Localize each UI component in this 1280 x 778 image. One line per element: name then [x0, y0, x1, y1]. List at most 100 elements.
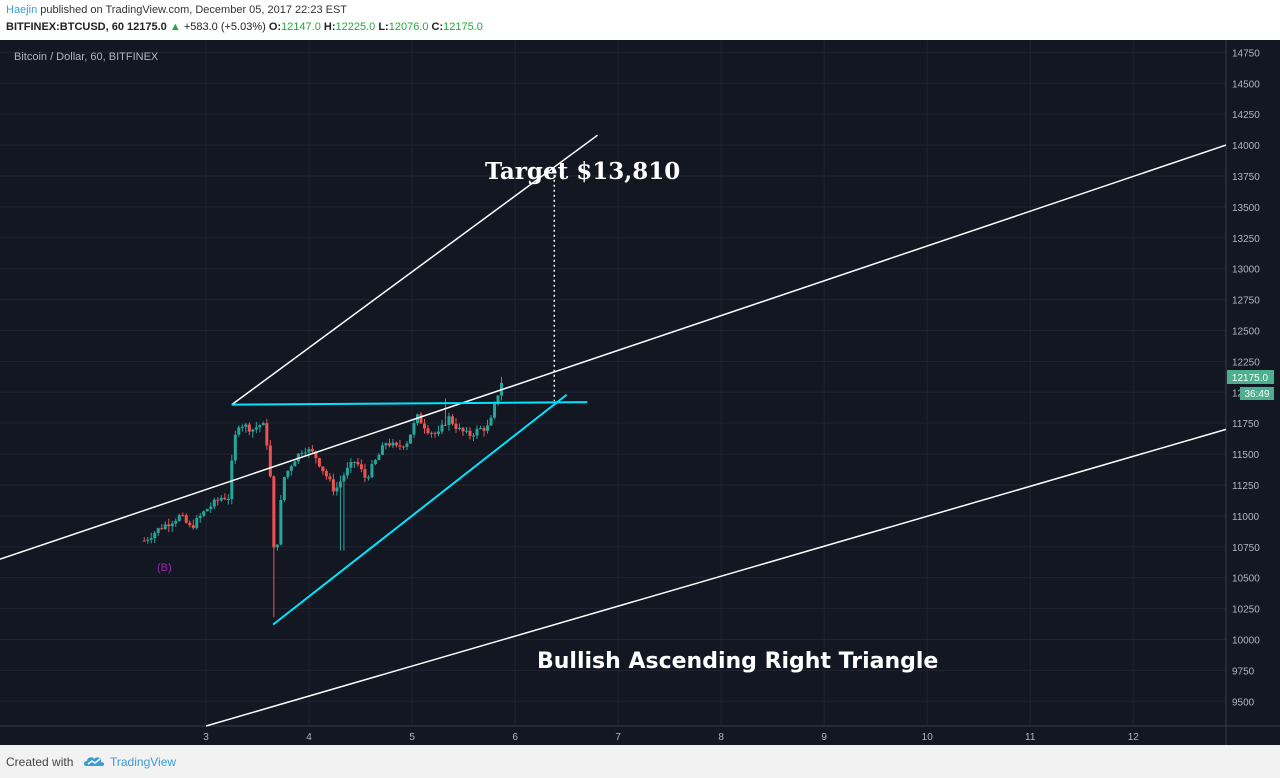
candle-body [272, 476, 276, 548]
candle-body [293, 461, 297, 467]
candle-body [366, 477, 370, 479]
chart-header: Haejin published on TradingView.com, Dec… [0, 0, 1280, 40]
price-badge-bg [1227, 370, 1274, 384]
candle-body [380, 445, 384, 455]
price-tick-label: 13250 [1232, 234, 1260, 245]
candle-body [352, 461, 356, 463]
price-tick-label: 12500 [1232, 326, 1260, 337]
time-tick-label: 12 [1128, 732, 1140, 743]
countdown-badge-bg [1240, 387, 1274, 400]
candle-body [219, 497, 223, 501]
candle-body [387, 443, 391, 446]
candle-body [202, 511, 206, 516]
price-chart[interactable]: 9500 9750 10000 10250 10500 10750 11000 11250 11… [0, 40, 1280, 745]
trend-line-channel-upper[interactable] [0, 144, 1227, 560]
publish-info: Haejin published on TradingView.com, Dec… [6, 4, 347, 16]
candle-body [191, 525, 195, 529]
candle-body [363, 469, 367, 478]
candle-body [216, 499, 220, 501]
candle-body [156, 528, 160, 533]
trend-line-target-line[interactable] [231, 134, 598, 406]
candle-body [314, 451, 318, 459]
candle-body [198, 515, 202, 518]
candle-body [419, 414, 423, 424]
close-label: C: [431, 21, 444, 33]
close-value: 12175.0 [443, 21, 483, 33]
candle-body [261, 423, 265, 426]
candle-body [307, 449, 311, 453]
drawn-lines [0, 134, 1227, 727]
wave-label: (B) [157, 562, 172, 574]
trend-line-triangle-top[interactable] [231, 401, 588, 406]
price-tick-label: 9500 [1232, 697, 1255, 708]
candle-body [398, 445, 402, 447]
symbol-label[interactable]: BITFINEX:BTCUSD, 60 [6, 21, 124, 33]
candle-body [275, 544, 279, 548]
countdown-badge: 36:49 [1240, 387, 1274, 400]
candle-body [170, 523, 174, 527]
candle-body [464, 430, 468, 432]
author-link[interactable]: Haejin [6, 4, 38, 16]
time-tick-label: 8 [718, 732, 724, 743]
price-tick-label: 10500 [1232, 574, 1260, 585]
candle-body [433, 432, 437, 434]
price-tick-label: 10250 [1232, 605, 1260, 616]
countdown-badge-text: 36:49 [1244, 389, 1269, 400]
candle-body [321, 466, 325, 472]
candle-body [251, 429, 255, 432]
candle-body [486, 425, 490, 431]
candle-body [244, 424, 248, 427]
publish-text: published on TradingView.com, December 0… [37, 4, 348, 16]
open-label: O: [268, 21, 282, 33]
candle-body [205, 509, 209, 512]
candle-body [489, 417, 493, 426]
candle-body [233, 434, 237, 461]
trend-line-triangle-bottom[interactable] [272, 393, 568, 626]
candle-body [479, 428, 483, 430]
last-price: 12175.0 [127, 21, 167, 33]
candle-body [440, 424, 444, 432]
candle-body [279, 500, 283, 545]
candle-body [300, 453, 304, 455]
candle-body [443, 424, 447, 426]
price-tick-label: 10000 [1232, 635, 1260, 646]
price-tick-label: 13750 [1232, 172, 1260, 183]
high-label: H: [323, 21, 336, 33]
price-tick-label: 10750 [1232, 543, 1260, 554]
candle-body [226, 499, 230, 501]
time-tick-label: 4 [306, 732, 312, 743]
candle-body [345, 467, 349, 476]
trend-line-channel-lower[interactable] [205, 428, 1227, 727]
candle-body [356, 461, 360, 465]
tradingview-cloud-icon[interactable] [82, 754, 106, 768]
candle-body [163, 524, 167, 529]
candle-body [296, 453, 300, 462]
open-value: 12147.0 [281, 21, 321, 33]
price-tick-label: 9750 [1232, 666, 1255, 677]
candle-body [370, 464, 374, 478]
time-axis: 3 4 5 6 7 8 9 10 11 12 [203, 732, 1139, 743]
candle-body [247, 424, 251, 432]
candle-body [177, 515, 181, 521]
price-change: +583.0 (+5.03%) [183, 21, 266, 33]
time-tick-label: 7 [615, 732, 621, 743]
candle-body [384, 443, 388, 446]
candle-body [212, 499, 216, 507]
time-tick-label: 11 [1025, 732, 1036, 743]
candle-body [331, 479, 335, 492]
candle-body [167, 524, 171, 527]
price-axis: 9500 9750 10000 10250 10500 10750 11000 11250 11… [1232, 48, 1260, 708]
candle-body [317, 458, 321, 467]
time-tick-label: 10 [922, 732, 934, 743]
tradingview-link[interactable]: TradingView [110, 755, 177, 769]
candle-body [310, 449, 314, 452]
time-tick-label: 3 [203, 732, 209, 743]
candle-body [265, 423, 269, 446]
candle-body [436, 431, 440, 434]
created-with-text: Created with [6, 755, 74, 769]
candle-body [426, 428, 430, 434]
price-tick-label: 14750 [1232, 48, 1260, 59]
candle-body [240, 426, 244, 428]
candle-body [475, 428, 479, 436]
price-tick-label: 12250 [1232, 357, 1260, 368]
